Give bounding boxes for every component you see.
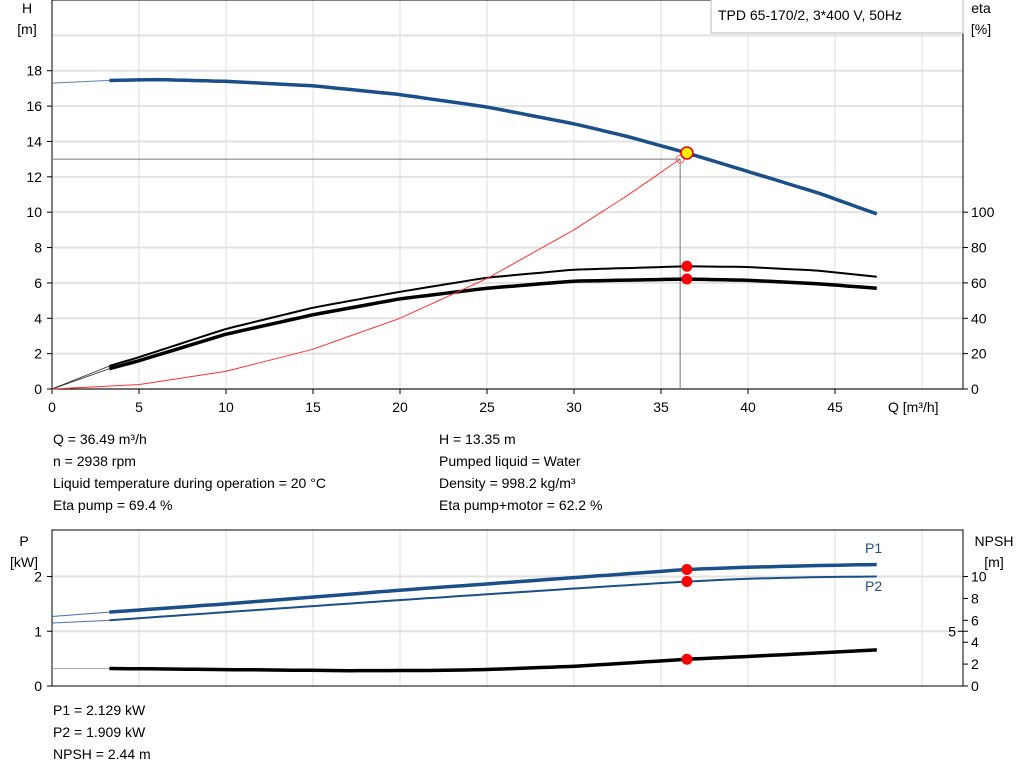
y-tick-label-left: 4 xyxy=(34,310,42,326)
y-axis-label-left: H xyxy=(22,0,32,16)
x-tick-label: 35 xyxy=(653,399,669,415)
y-tick-label-left: 6 xyxy=(34,275,42,291)
power-npsh-chart: 0 1 2 0 2 456 8 10 P [kW] NPSH [m] P1 P2 xyxy=(10,529,1014,694)
y-axis-unit-left: [kW] xyxy=(10,554,38,570)
eta-pump-marker xyxy=(681,260,693,272)
info-p2: P2 = 1.909 kW xyxy=(53,724,146,740)
info-left: Q = 36.49 m³/h n = 2938 rpm Liquid tempe… xyxy=(53,428,326,516)
info-liquid: Pumped liquid = Water xyxy=(439,453,581,469)
x-tick-label: 25 xyxy=(479,399,495,415)
y-tick-label-left: 14 xyxy=(26,133,42,149)
x-tick-label: 45 xyxy=(827,399,843,415)
p1-curve xyxy=(109,562,877,614)
npsh-marker xyxy=(681,653,693,665)
info-p1: P1 = 2.129 kW xyxy=(53,702,146,718)
y-tick-label-left: 12 xyxy=(26,169,42,185)
y-tick-label-right: 40 xyxy=(971,310,987,326)
y-axis-unit-right: [m] xyxy=(984,554,1003,570)
info-eta-total: Eta pump+motor = 62.2 % xyxy=(439,497,603,513)
p2-label: P2 xyxy=(865,578,882,594)
info-bottom: P1 = 2.129 kW P2 = 1.909 kW NPSH = 2.44 … xyxy=(53,699,151,765)
x-tick-label: 20 xyxy=(392,399,408,415)
x-tick-label: 40 xyxy=(740,399,756,415)
y-axis-label-right: NPSH xyxy=(975,533,1014,549)
x-tick-label: 0 xyxy=(48,399,56,415)
y-tick-label-right: 6 xyxy=(971,612,979,628)
x-tick-label: 10 xyxy=(218,399,234,415)
system-curve xyxy=(51,158,681,390)
y-tick-label-left: 0 xyxy=(34,678,42,694)
head-curve xyxy=(109,77,878,216)
operating-point-marker xyxy=(680,146,694,160)
curve-extrapolation xyxy=(52,80,110,84)
curve-extrapolation xyxy=(51,611,110,617)
y-tick-label-left: 18 xyxy=(26,63,42,79)
y-tick-label-right: 0 xyxy=(971,381,979,397)
y-tick-label-right: 0 xyxy=(971,678,979,694)
x-axis-label: Q [m³/h] xyxy=(888,399,939,415)
npsh-curve xyxy=(109,648,877,673)
y-tick-label-left: 1 xyxy=(34,623,42,639)
plot-frame xyxy=(51,0,964,390)
y-tick-label-right: 4 xyxy=(971,634,979,650)
y-tick-label-left: 2 xyxy=(34,346,42,362)
x-tick-label: 30 xyxy=(566,399,582,415)
y-axis-unit-left: [m] xyxy=(17,21,36,37)
x-tick-label: 5 xyxy=(135,399,143,415)
chart-title: TPD 65-170/2, 3*400 V, 50Hz xyxy=(718,7,902,23)
performance-chart: 0 2 4 6 8 10 12 14 16 18 0 20 40 60 80 100 H [m] eta [%] 0 5 1… xyxy=(17,0,995,415)
curve-extrapolation xyxy=(51,619,110,624)
info-density: Density = 998.2 kg/m³ xyxy=(439,475,576,491)
y-axis-label-right: eta xyxy=(971,0,991,16)
x-tick-label: 15 xyxy=(305,399,321,415)
info-npsh: NPSH = 2.44 m xyxy=(53,746,151,762)
y-axis-unit-right: [%] xyxy=(971,21,991,37)
info-eta-pump: Eta pump = 69.4 % xyxy=(53,497,173,513)
y-tick-label-left: 0 xyxy=(34,381,42,397)
info-right: H = 13.35 m Pumped liquid = Water Densit… xyxy=(439,428,602,516)
curve-extrapolation xyxy=(51,368,110,390)
eta-pump-curve xyxy=(109,265,877,367)
y-tick-label-left: 10 xyxy=(26,204,42,220)
y-tick-label-right: 80 xyxy=(971,240,987,256)
info-flow: Q = 36.49 m³/h xyxy=(53,431,147,447)
y-tick-label-left: 16 xyxy=(26,98,42,114)
info-head: H = 13.35 m xyxy=(439,431,516,447)
y-tick-label-right: 60 xyxy=(971,275,987,291)
y-tick-label-right: 2 xyxy=(971,656,979,672)
p2-curve xyxy=(109,575,877,622)
system-point-marker xyxy=(675,154,685,164)
eta-total-marker xyxy=(681,273,693,285)
y-tick-label-left: 8 xyxy=(34,240,42,256)
info-speed: n = 2938 rpm xyxy=(53,453,136,469)
eta-total-curve xyxy=(108,277,877,371)
title-box xyxy=(710,0,964,34)
y-tick-label-right: 5 xyxy=(948,623,956,639)
y-tick-label-right: 10 xyxy=(971,569,987,585)
y-tick-label-right: 8 xyxy=(971,590,979,606)
p2-marker xyxy=(681,576,693,588)
y-tick-label-right: 20 xyxy=(971,346,987,362)
y-tick-label-left: 2 xyxy=(34,569,42,585)
y-axis-label-left: P xyxy=(19,533,28,549)
p1-marker xyxy=(681,563,693,575)
y-tick-label-right: 100 xyxy=(971,204,995,220)
p1-label: P1 xyxy=(865,540,882,556)
info-temperature: Liquid temperature during operation = 20… xyxy=(53,475,326,491)
plot-frame xyxy=(51,529,964,687)
